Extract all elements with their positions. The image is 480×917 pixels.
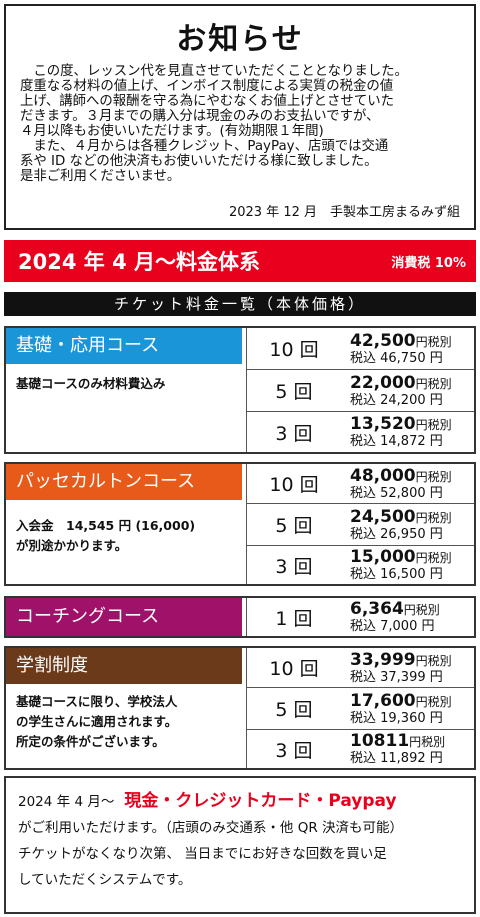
banner-title: 2024 年 4 月〜料金体系 (18, 250, 260, 274)
footer-line-2: がご利用いただけます。（店頭のみ交通系・他 QR 決済も可能） (18, 820, 403, 836)
lesson-count: 3 回 (275, 739, 313, 762)
price-row: 5 回 24,500円税別 税込 26,950 円 (246, 504, 474, 546)
price-amount: 13,520 (350, 414, 416, 434)
price-row: 3 回 10811円税別税込 11,892 円 (246, 730, 474, 768)
price-row: 10 回 42,500円税別 税込 46,750 円 (246, 328, 474, 370)
payment-methods: 現金・クレジットカード・Paypay (124, 791, 397, 811)
price-row: 1 回 6,364円税別税込 7,000 円 (246, 598, 474, 636)
price-suffix: 円税別 (415, 334, 452, 349)
pricing-banner: 2024 年 4 月〜料金体系 消費税 10% (4, 240, 476, 282)
price-amount: 42,500 (350, 330, 416, 351)
price-suffix: 円税別 (415, 551, 452, 565)
price-row: 10 回 33,999円税別 税込 37,399 円 (246, 648, 474, 688)
price-amount: 24,500 (350, 506, 416, 527)
course-name: パッセカルトンコース (6, 464, 242, 500)
lesson-count: 3 回 (275, 422, 313, 445)
course-note: 入会金 14,545 円 (16,000) が別途かかります。 (16, 518, 196, 553)
notice-title: お知らせ (176, 22, 304, 57)
course-note: 基礎コースに限り、学校法人 の学生さんに適用されます。 所定の条件がございます。 (16, 694, 178, 749)
footer-line-1: 2024 年 4 月〜 現金・クレジットカード・Paypay (18, 788, 462, 815)
price-amount: 17,600 (350, 690, 416, 711)
price-amount: 48,000 (350, 465, 416, 486)
price-amount: 22,000 (350, 372, 416, 393)
price-suffix: 円税別 (415, 653, 452, 668)
price-amount: 10811 (350, 731, 410, 751)
lesson-count: 3 回 (275, 555, 313, 578)
course-coaching: コーチングコース 1 回 6,364円税別税込 7,000 円 (4, 596, 476, 638)
price-tax: 税込 19,360 円 (350, 710, 443, 726)
price-suffix: 円税別 (409, 735, 446, 749)
footer-line-4: していただくシステムです。 (18, 872, 192, 888)
lesson-count: 5 回 (275, 381, 313, 403)
price-suffix: 円税別 (415, 376, 452, 391)
price-suffix: 円税別 (415, 694, 452, 709)
price-tax: 税込 37,399 円 (350, 669, 443, 685)
course-name: コーチングコース (6, 598, 242, 636)
price-tax: 税込 52,800 円 (350, 485, 443, 501)
footer-line-3: チケットがなくなり次第、 当日までにお好きな回数を買い足 (18, 846, 387, 862)
banner-tax: 消費税 10% (391, 255, 466, 271)
price-tax: 税込 24,200 円 (350, 392, 443, 408)
price-amount: 6,364 (350, 599, 404, 619)
price-row: 3 回 15,000円税別税込 16,500 円 (246, 546, 474, 584)
price-row: 3 回 13,520円税別税込 14,872 円 (246, 412, 474, 452)
course-note: 基礎コースのみ材料費込み (16, 376, 166, 391)
price-suffix: 円税別 (403, 603, 440, 617)
price-row: 10 回 48,000円税別 税込 52,800 円 (246, 464, 474, 504)
notice-body: この度、レッスン代を見直させていただくこととなりました。 度重なる材料の値上げ、… (20, 64, 408, 184)
notice-box: お知らせ この度、レッスン代を見直させていただくこととなりました。 度重なる材料… (4, 4, 476, 230)
course-name: 基礎・応用コース (6, 328, 242, 364)
course-basic: 基礎・応用コース 基礎コースのみ材料費込み 10 回 42,500円税別 税込 4… (4, 326, 476, 454)
lesson-count: 5 回 (275, 699, 313, 721)
lesson-count: 5 回 (275, 515, 313, 537)
divider (246, 464, 247, 584)
ticket-header: チケット料金一覧（本体価格） (4, 292, 476, 316)
price-row: 5 回 17,600円税別 税込 19,360 円 (246, 688, 474, 730)
price-tax: 税込 11,892 円 (350, 751, 443, 766)
price-amount: 33,999 (350, 649, 416, 670)
price-tax: 税込 16,500 円 (350, 567, 443, 582)
course-student-discount: 学割制度 基礎コースに限り、学校法人 の学生さんに適用されます。 所定の条件がご… (4, 646, 476, 770)
price-tax: 税込 14,872 円 (350, 434, 443, 449)
price-suffix: 円税別 (415, 469, 452, 484)
lesson-count: 10 回 (269, 658, 319, 680)
divider (246, 648, 247, 768)
price-suffix: 円税別 (415, 418, 452, 432)
lesson-count: 1 回 (275, 607, 313, 630)
divider (246, 598, 247, 636)
notice-signature: 2023 年 12 月 手製本工房まるみず組 (228, 205, 460, 220)
price-tax: 税込 46,750 円 (350, 350, 443, 366)
price-tax: 税込 7,000 円 (350, 619, 435, 634)
lesson-count: 10 回 (269, 474, 319, 496)
price-tax: 税込 26,950 円 (350, 526, 443, 542)
price-suffix: 円税別 (415, 510, 452, 525)
price-amount: 15,000 (350, 547, 416, 567)
divider (246, 328, 247, 452)
course-passe-carton: パッセカルトンコース 入会金 14,545 円 (16,000) が別途かかりま… (4, 462, 476, 586)
footer-date: 2024 年 4 月〜 (18, 794, 115, 810)
payment-info: 2024 年 4 月〜 現金・クレジットカード・Paypay がご利用いただけます… (4, 776, 476, 914)
price-row: 5 回 22,000円税別 税込 24,200 円 (246, 370, 474, 412)
lesson-count: 10 回 (269, 339, 319, 361)
course-name: 学割制度 (6, 648, 242, 684)
